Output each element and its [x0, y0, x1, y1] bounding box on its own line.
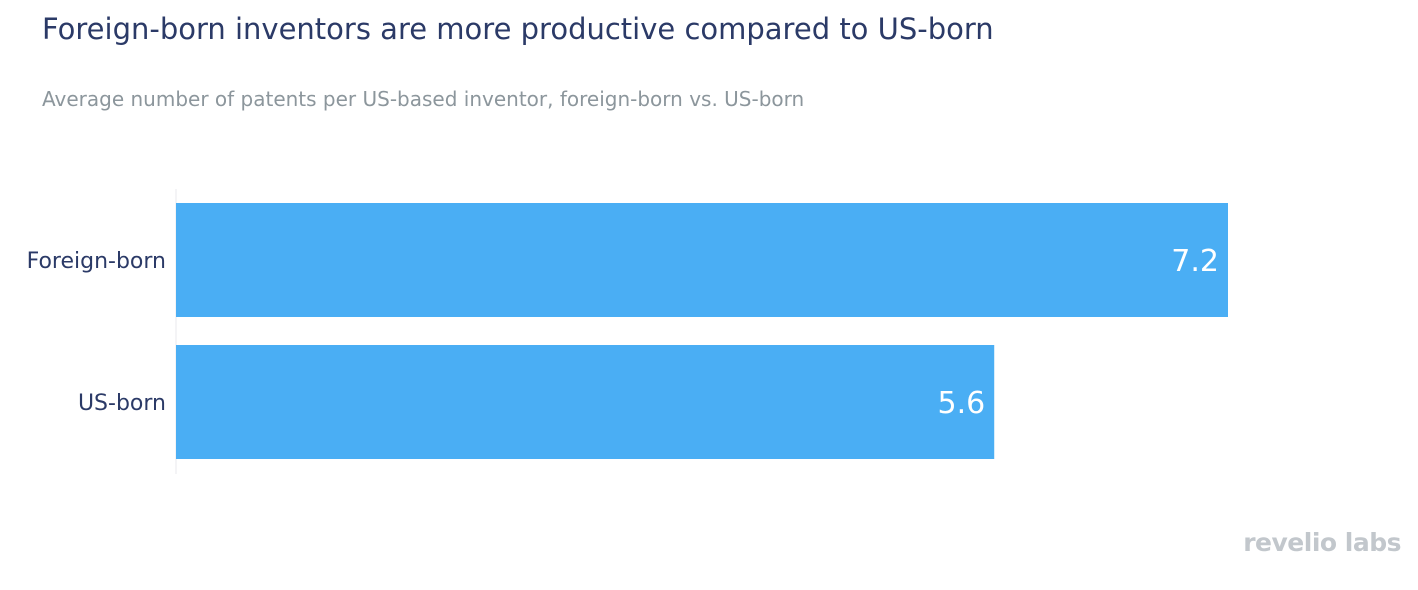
data-label: 7.2 [1171, 244, 1219, 279]
chart-title: Foreign-born inventors are more producti… [42, 12, 994, 46]
bar-foreign-born [176, 203, 1228, 317]
category-label: Foreign-born [27, 249, 166, 274]
data-label: 5.6 [938, 386, 986, 421]
bar-us-born [176, 345, 995, 459]
revelio-labs-logo: revelio labs [1243, 528, 1401, 557]
category-label: US-born [78, 391, 166, 416]
chart-subtitle: Average number of patents per US-based i… [42, 87, 805, 111]
